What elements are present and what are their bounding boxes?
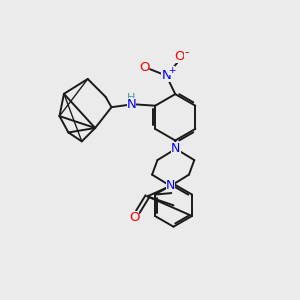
Text: H: H bbox=[127, 93, 136, 103]
Text: N: N bbox=[127, 98, 136, 111]
Text: N: N bbox=[171, 142, 181, 155]
Text: -: - bbox=[184, 46, 189, 59]
Text: O: O bbox=[129, 211, 140, 224]
Text: N: N bbox=[161, 69, 171, 82]
Text: +: + bbox=[168, 66, 175, 75]
Text: O: O bbox=[174, 50, 184, 64]
Text: N: N bbox=[166, 179, 175, 193]
Text: O: O bbox=[139, 61, 149, 74]
